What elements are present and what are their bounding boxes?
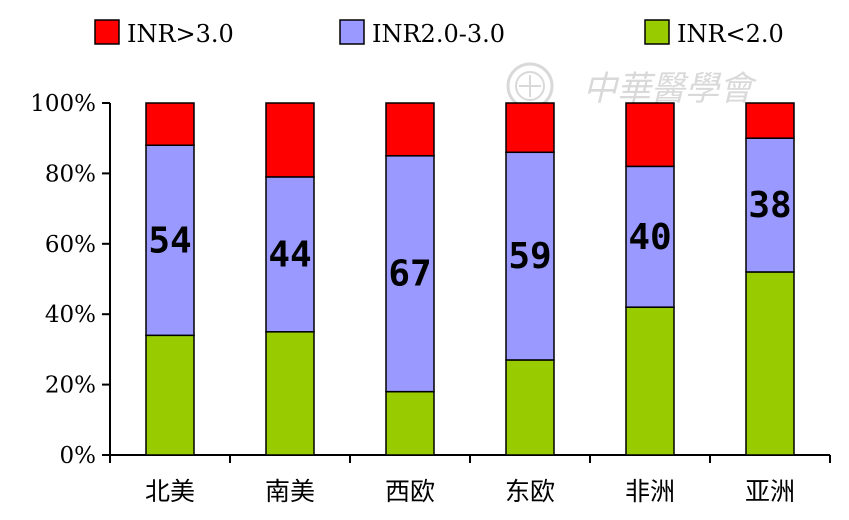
data-label: 40 xyxy=(628,217,671,258)
legend-label: INR<2.0 xyxy=(677,20,784,48)
bar-segment xyxy=(625,306,675,456)
legend-swatch xyxy=(339,19,365,45)
y-tick-label: 100% xyxy=(30,91,96,117)
bars xyxy=(145,102,795,456)
bar-segment xyxy=(385,390,435,456)
bar-segment xyxy=(625,165,675,308)
x-tick-label: 非洲 xyxy=(625,477,675,506)
legend-swatch xyxy=(94,19,120,45)
y-tick-label: 80% xyxy=(45,161,96,187)
axes: 0% 20% 40% 60% 80% 100% 北美 南美 西欧 东欧 非洲 亚洲 xyxy=(30,91,831,506)
data-label: 67 xyxy=(388,254,431,295)
data-labels: 54 44 67 59 40 38 xyxy=(148,185,791,295)
y-tick-label: 40% xyxy=(45,302,96,328)
bar-segment xyxy=(625,102,675,168)
data-label: 38 xyxy=(748,185,791,226)
legend: INR>3.0 INR2.0-3.0 INR<2.0 xyxy=(94,19,784,48)
data-label: 59 xyxy=(508,236,551,277)
bar-segment xyxy=(385,102,435,157)
y-tick-label: 20% xyxy=(45,373,96,399)
x-tick-label: 南美 xyxy=(265,477,315,506)
bar-segment xyxy=(505,151,555,361)
legend-swatch xyxy=(644,19,670,45)
bar-segment xyxy=(505,102,555,154)
bar-segment xyxy=(265,176,315,333)
x-tick-label: 亚洲 xyxy=(745,477,795,506)
bar-segment xyxy=(745,271,795,456)
bar-segment xyxy=(145,102,195,146)
bar-segment xyxy=(745,102,795,139)
data-label: 44 xyxy=(268,234,311,275)
bar-segment xyxy=(145,144,195,337)
y-tick-label: 0% xyxy=(60,443,97,469)
y-tick-label: 60% xyxy=(45,232,96,258)
x-tick-label: 西欧 xyxy=(385,477,435,506)
bar-segment xyxy=(505,359,555,456)
bar-segment xyxy=(145,334,195,456)
legend-label: INR2.0-3.0 xyxy=(372,20,505,48)
x-tick-label: 东欧 xyxy=(505,477,555,506)
legend-label: INR>3.0 xyxy=(127,20,234,48)
bar-segment xyxy=(265,102,315,178)
data-label: 54 xyxy=(148,220,191,261)
bar-segment xyxy=(265,331,315,456)
society-seal-icon xyxy=(506,62,554,110)
x-tick-label: 北美 xyxy=(145,477,195,506)
